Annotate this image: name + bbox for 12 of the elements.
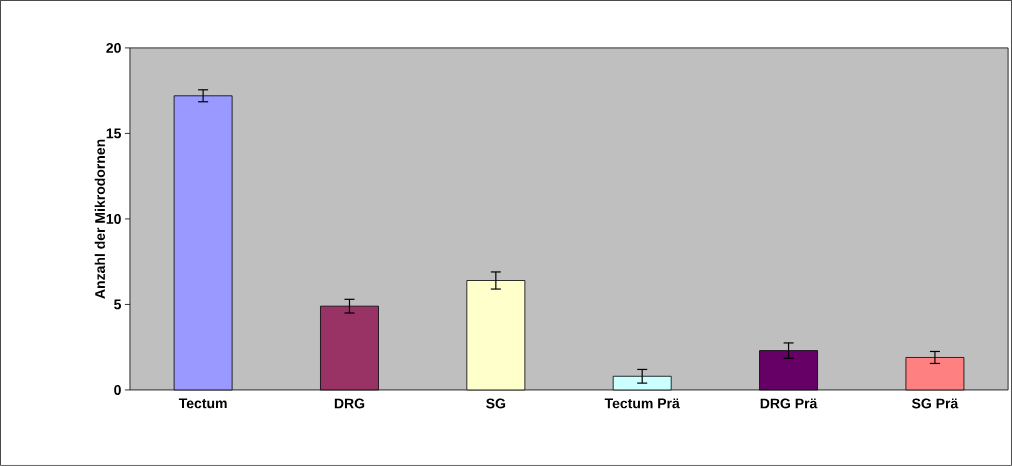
x-tick-label: SG Prä	[911, 398, 959, 409]
x-tick-label: Tectum Prä	[604, 398, 680, 409]
y-axis-title: Anzahl der Mikrodornen	[94, 139, 105, 299]
y-tick-label: 5	[114, 299, 122, 310]
y-tick-label: 10	[106, 214, 121, 224]
x-tick-label: Tectum	[178, 398, 227, 409]
y-tick-label: 15	[106, 128, 122, 139]
x-tick-label: DRG Prä	[760, 398, 818, 409]
x-tick-label: DRG	[334, 398, 365, 409]
y-tick-label: 0	[114, 385, 121, 395]
y-tick-label: 20	[106, 43, 121, 53]
x-tick-label: SG	[486, 398, 506, 409]
